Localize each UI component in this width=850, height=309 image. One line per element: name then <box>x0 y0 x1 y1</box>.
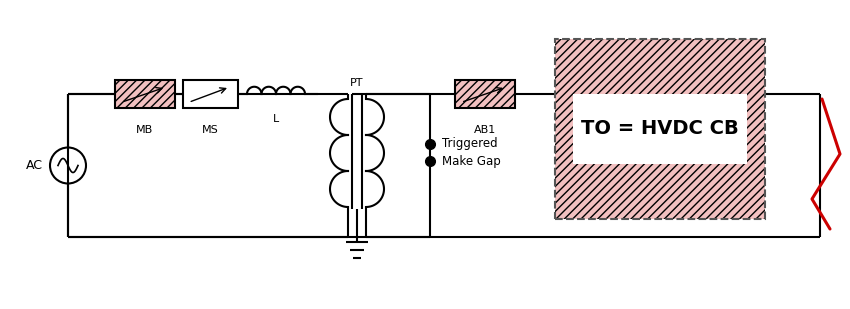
Text: L: L <box>273 114 279 124</box>
Text: PT: PT <box>350 78 364 88</box>
Text: MB: MB <box>136 125 154 135</box>
Text: Make Gap: Make Gap <box>442 154 501 167</box>
Text: AC: AC <box>26 159 43 172</box>
Bar <box>555 39 765 219</box>
Text: Triggered: Triggered <box>442 138 497 150</box>
Bar <box>573 94 747 164</box>
Bar <box>115 80 175 108</box>
Text: TO = HVDC CB: TO = HVDC CB <box>581 120 739 138</box>
Text: MS: MS <box>202 125 218 135</box>
Bar <box>183 80 238 108</box>
Bar <box>455 80 515 108</box>
Text: AB1: AB1 <box>473 125 496 135</box>
Bar <box>555 39 765 219</box>
